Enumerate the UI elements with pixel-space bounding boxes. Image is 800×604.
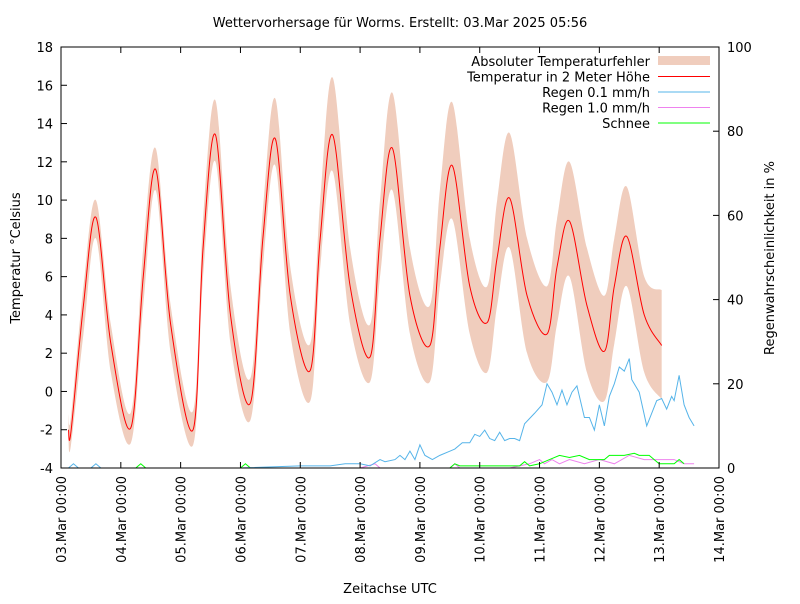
temperature-line [67,133,663,441]
plot-border [60,46,720,469]
temperature-error-band [68,77,662,453]
legend-label: Schnee [602,117,650,132]
x-tick-label: 09.Mar 00:00 [414,476,429,563]
y2-tick-label: 80 [727,125,744,140]
y-tick-label: 0 [45,385,53,400]
x-tick-label: 12.Mar 00:00 [593,476,608,563]
x-tick-label: 10.Mar 00:00 [474,476,489,563]
y2-tick-label: 0 [727,462,735,477]
y2-axis-label: Regenwahrscheinlichkeit in % [763,161,778,355]
rain-0-1-line [68,358,695,469]
y-tick-label: -4 [40,462,53,477]
x-tick-label: 07.Mar 00:00 [294,476,309,563]
legend-label: Regen 1.0 mm/h [542,102,650,117]
x-tick-label: 03.Mar 00:00 [55,476,70,563]
y-tick-label: 10 [36,194,53,209]
x-tick-label: 06.Mar 00:00 [234,476,249,563]
y-tick-label: 4 [45,309,53,324]
y2-tick-label: 20 [727,378,744,393]
x-tick-label: 13.Mar 00:00 [653,476,668,563]
legend-swatch [658,56,710,65]
y-tick-label: 14 [36,118,53,133]
series-lines-layer [67,133,695,469]
y-tick-label: 12 [36,156,53,171]
y2-tick-label: 100 [727,41,752,56]
y-tick-label: 2 [45,347,53,362]
x-tick-label: 11.Mar 00:00 [534,476,549,563]
temperature-error-band-layer [68,77,662,453]
x-tick-label: 08.Mar 00:00 [354,476,369,563]
y-tick-label: 6 [45,271,53,286]
rain-1-0-line [68,454,695,469]
y-tick-label: 16 [36,79,53,94]
y2-tick-label: 40 [727,294,744,309]
y2-tick-label: 60 [727,209,744,224]
legend-label: Regen 0.1 mm/h [542,86,650,101]
legend-label: Temperatur in 2 Meter Höhe [466,71,650,86]
y-axis-label: Temperatur °Celsius [9,192,24,325]
axes-layer: 03.Mar 00:00 04.Mar 00:00 05.Mar 00:00 06.M… [36,41,751,563]
x-tick-label: 04.Mar 00:00 [115,476,130,563]
y-tick-label: 8 [45,232,53,247]
x-tick-label: 05.Mar 00:00 [175,476,190,563]
y-tick-label: -2 [40,424,53,439]
y-tick-label: 18 [36,41,53,56]
x-axis-label: Zeitachse UTC [343,582,437,597]
chart-title: Wettervorhersage für Worms. Erstellt: 03… [213,16,588,31]
snow-line [68,452,685,469]
x-tick-label: 14.Mar 00:00 [713,476,728,563]
legend-label: Absoluter Temperaturfehler [471,55,650,70]
